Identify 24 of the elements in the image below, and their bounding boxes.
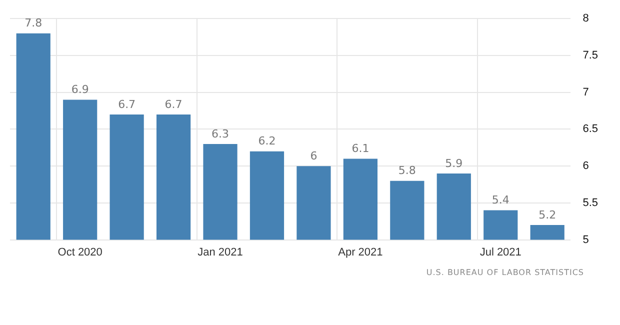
y-tick-label: 5 <box>582 234 589 246</box>
y-tick-label: 5.5 <box>582 196 598 209</box>
data-label: 6.9 <box>71 83 89 96</box>
data-label: 6.7 <box>118 98 136 111</box>
y-tick-label: 6 <box>582 160 589 172</box>
data-label: 5.8 <box>398 164 416 178</box>
data-label: 5.2 <box>538 208 556 222</box>
data-label: 7.8 <box>24 16 42 30</box>
data-label: 5.4 <box>492 194 510 207</box>
data-label: 6 <box>310 149 318 162</box>
data-label: 6.1 <box>352 142 370 156</box>
x-tick-label: Oct 2020 <box>58 246 102 258</box>
x-tick-label: Jul 2021 <box>480 246 522 258</box>
data-label: 6.2 <box>258 134 276 148</box>
text: U.S. BUREAU OF LABOR STATISTICS <box>426 268 584 277</box>
y-tick-label: 7.5 <box>582 50 598 62</box>
y-tick-label: 6.5 <box>582 123 598 136</box>
y-tick-label: 8 <box>582 12 589 25</box>
y-tick-label: 7 <box>582 86 589 98</box>
x-tick-label: Apr 2021 <box>338 246 383 258</box>
data-label: 6.3 <box>212 127 230 140</box>
data-label: 5.9 <box>445 156 463 170</box>
x-tick-label: Jan 2021 <box>198 246 243 258</box>
data-label: 6.7 <box>164 98 182 111</box>
